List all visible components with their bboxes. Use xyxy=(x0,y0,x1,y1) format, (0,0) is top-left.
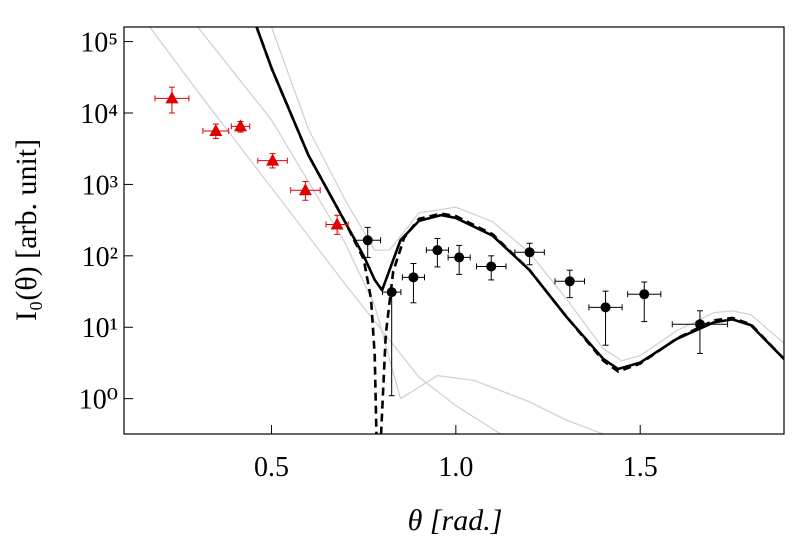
plot-area xyxy=(149,27,784,434)
x-tick-label: 1.0 xyxy=(438,452,473,483)
x-axis-label: θ [rad.] xyxy=(408,504,503,537)
y-tick-label: 10² xyxy=(82,242,118,273)
y-tick-label: 10³ xyxy=(82,170,118,201)
point xyxy=(165,91,179,104)
point xyxy=(330,217,344,230)
point xyxy=(694,319,705,330)
plot-frame xyxy=(123,26,785,435)
point xyxy=(362,235,373,246)
curve xyxy=(149,27,502,434)
point xyxy=(600,302,611,313)
point xyxy=(209,123,223,136)
curve xyxy=(255,27,784,434)
point xyxy=(639,289,650,300)
curve xyxy=(270,27,784,362)
y-axis-label: I₀(θ) [arb. unit] xyxy=(10,139,43,321)
y-tick-label: 10⁴ xyxy=(80,99,118,130)
y-tick-label: 10⁰ xyxy=(79,385,118,416)
point xyxy=(454,252,465,263)
point xyxy=(386,287,397,298)
point xyxy=(564,276,575,287)
x-tick-label: 0.5 xyxy=(254,452,289,483)
curve xyxy=(255,27,784,371)
point xyxy=(408,272,419,283)
point xyxy=(266,153,280,166)
x-tick-label: 1.5 xyxy=(623,452,658,483)
y-tick-label: 10⁵ xyxy=(80,28,118,59)
point xyxy=(432,245,443,256)
y-tick-label: 10¹ xyxy=(82,313,118,344)
point xyxy=(524,247,535,258)
point xyxy=(234,119,248,132)
point xyxy=(298,183,312,196)
point xyxy=(486,261,497,272)
curve xyxy=(197,27,604,434)
